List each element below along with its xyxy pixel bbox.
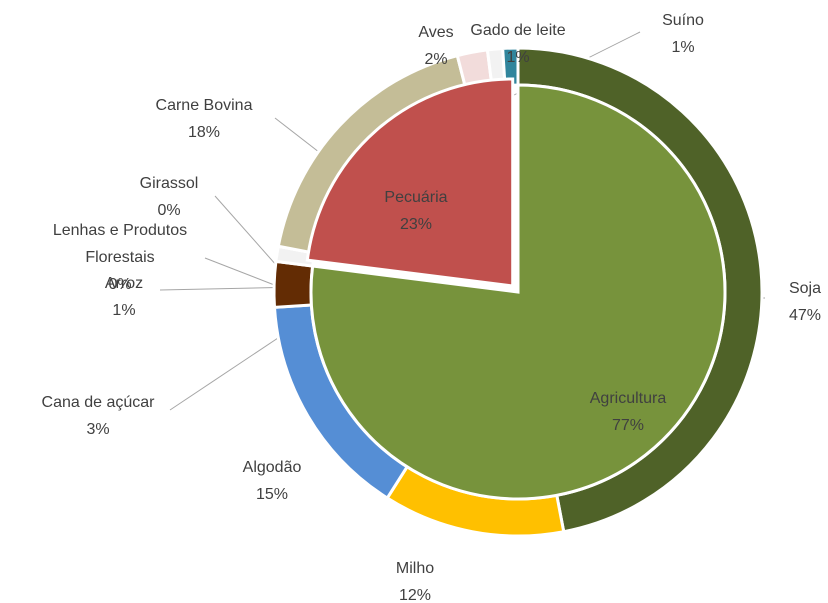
value-label: 2% [424,51,448,68]
category-label: Aves [418,24,454,41]
slice-label: Gado de leite 1% [470,17,565,71]
category-label: Suíno [662,12,704,29]
value-label: 0% [157,202,181,219]
category-label: Carne Bovina [155,97,253,114]
category-label: Pecuária [384,189,448,206]
value-label: 47% [788,307,822,324]
category-label: Arroz [104,275,144,292]
category-label: Lenhas e Produtos Florestais [52,222,188,266]
slice-label: Arroz 1% [105,270,143,324]
slice [305,77,515,288]
slice-label: Girassol 0% [140,170,199,224]
slice-label: Pecuária 23% [384,184,447,238]
slice-label: Suíno 1% [662,7,704,61]
value-label: 18% [187,124,221,141]
value-label: 3% [86,421,110,438]
value-label: 23% [399,216,433,233]
slice-label: Agricultura 77% [590,385,666,439]
value-label: 1% [506,49,530,66]
slice-label: Algodão 15% [243,454,302,508]
category-label: Girassol [139,175,199,192]
value-label: 12% [398,587,432,603]
value-label: 15% [255,486,289,503]
category-label: Soja [788,280,822,297]
slices [272,46,764,538]
leader-line [169,329,291,411]
category-label: Agricultura [589,390,667,407]
slice-label: Aves 2% [418,19,453,73]
slice-label: Carne Bovina 18% [156,92,253,146]
category-label: Gado de leite [470,22,566,39]
slice [272,259,315,309]
slice-label: Lenhas e Produtos Florestais 0% [30,217,210,298]
category-label: Milho [395,560,435,577]
value-label: 0% [108,276,132,293]
slice-label: Soja 47% [789,275,821,329]
value-label: 77% [611,417,645,434]
category-label: Cana de açúcar [41,394,155,411]
slice-label: Cana de açúcar 3% [42,389,155,443]
slice-label: Milho 12% [396,555,434,603]
value-label: 1% [112,302,136,319]
category-label: Algodão [242,459,302,476]
value-label: 1% [671,39,695,56]
slice [309,83,727,501]
